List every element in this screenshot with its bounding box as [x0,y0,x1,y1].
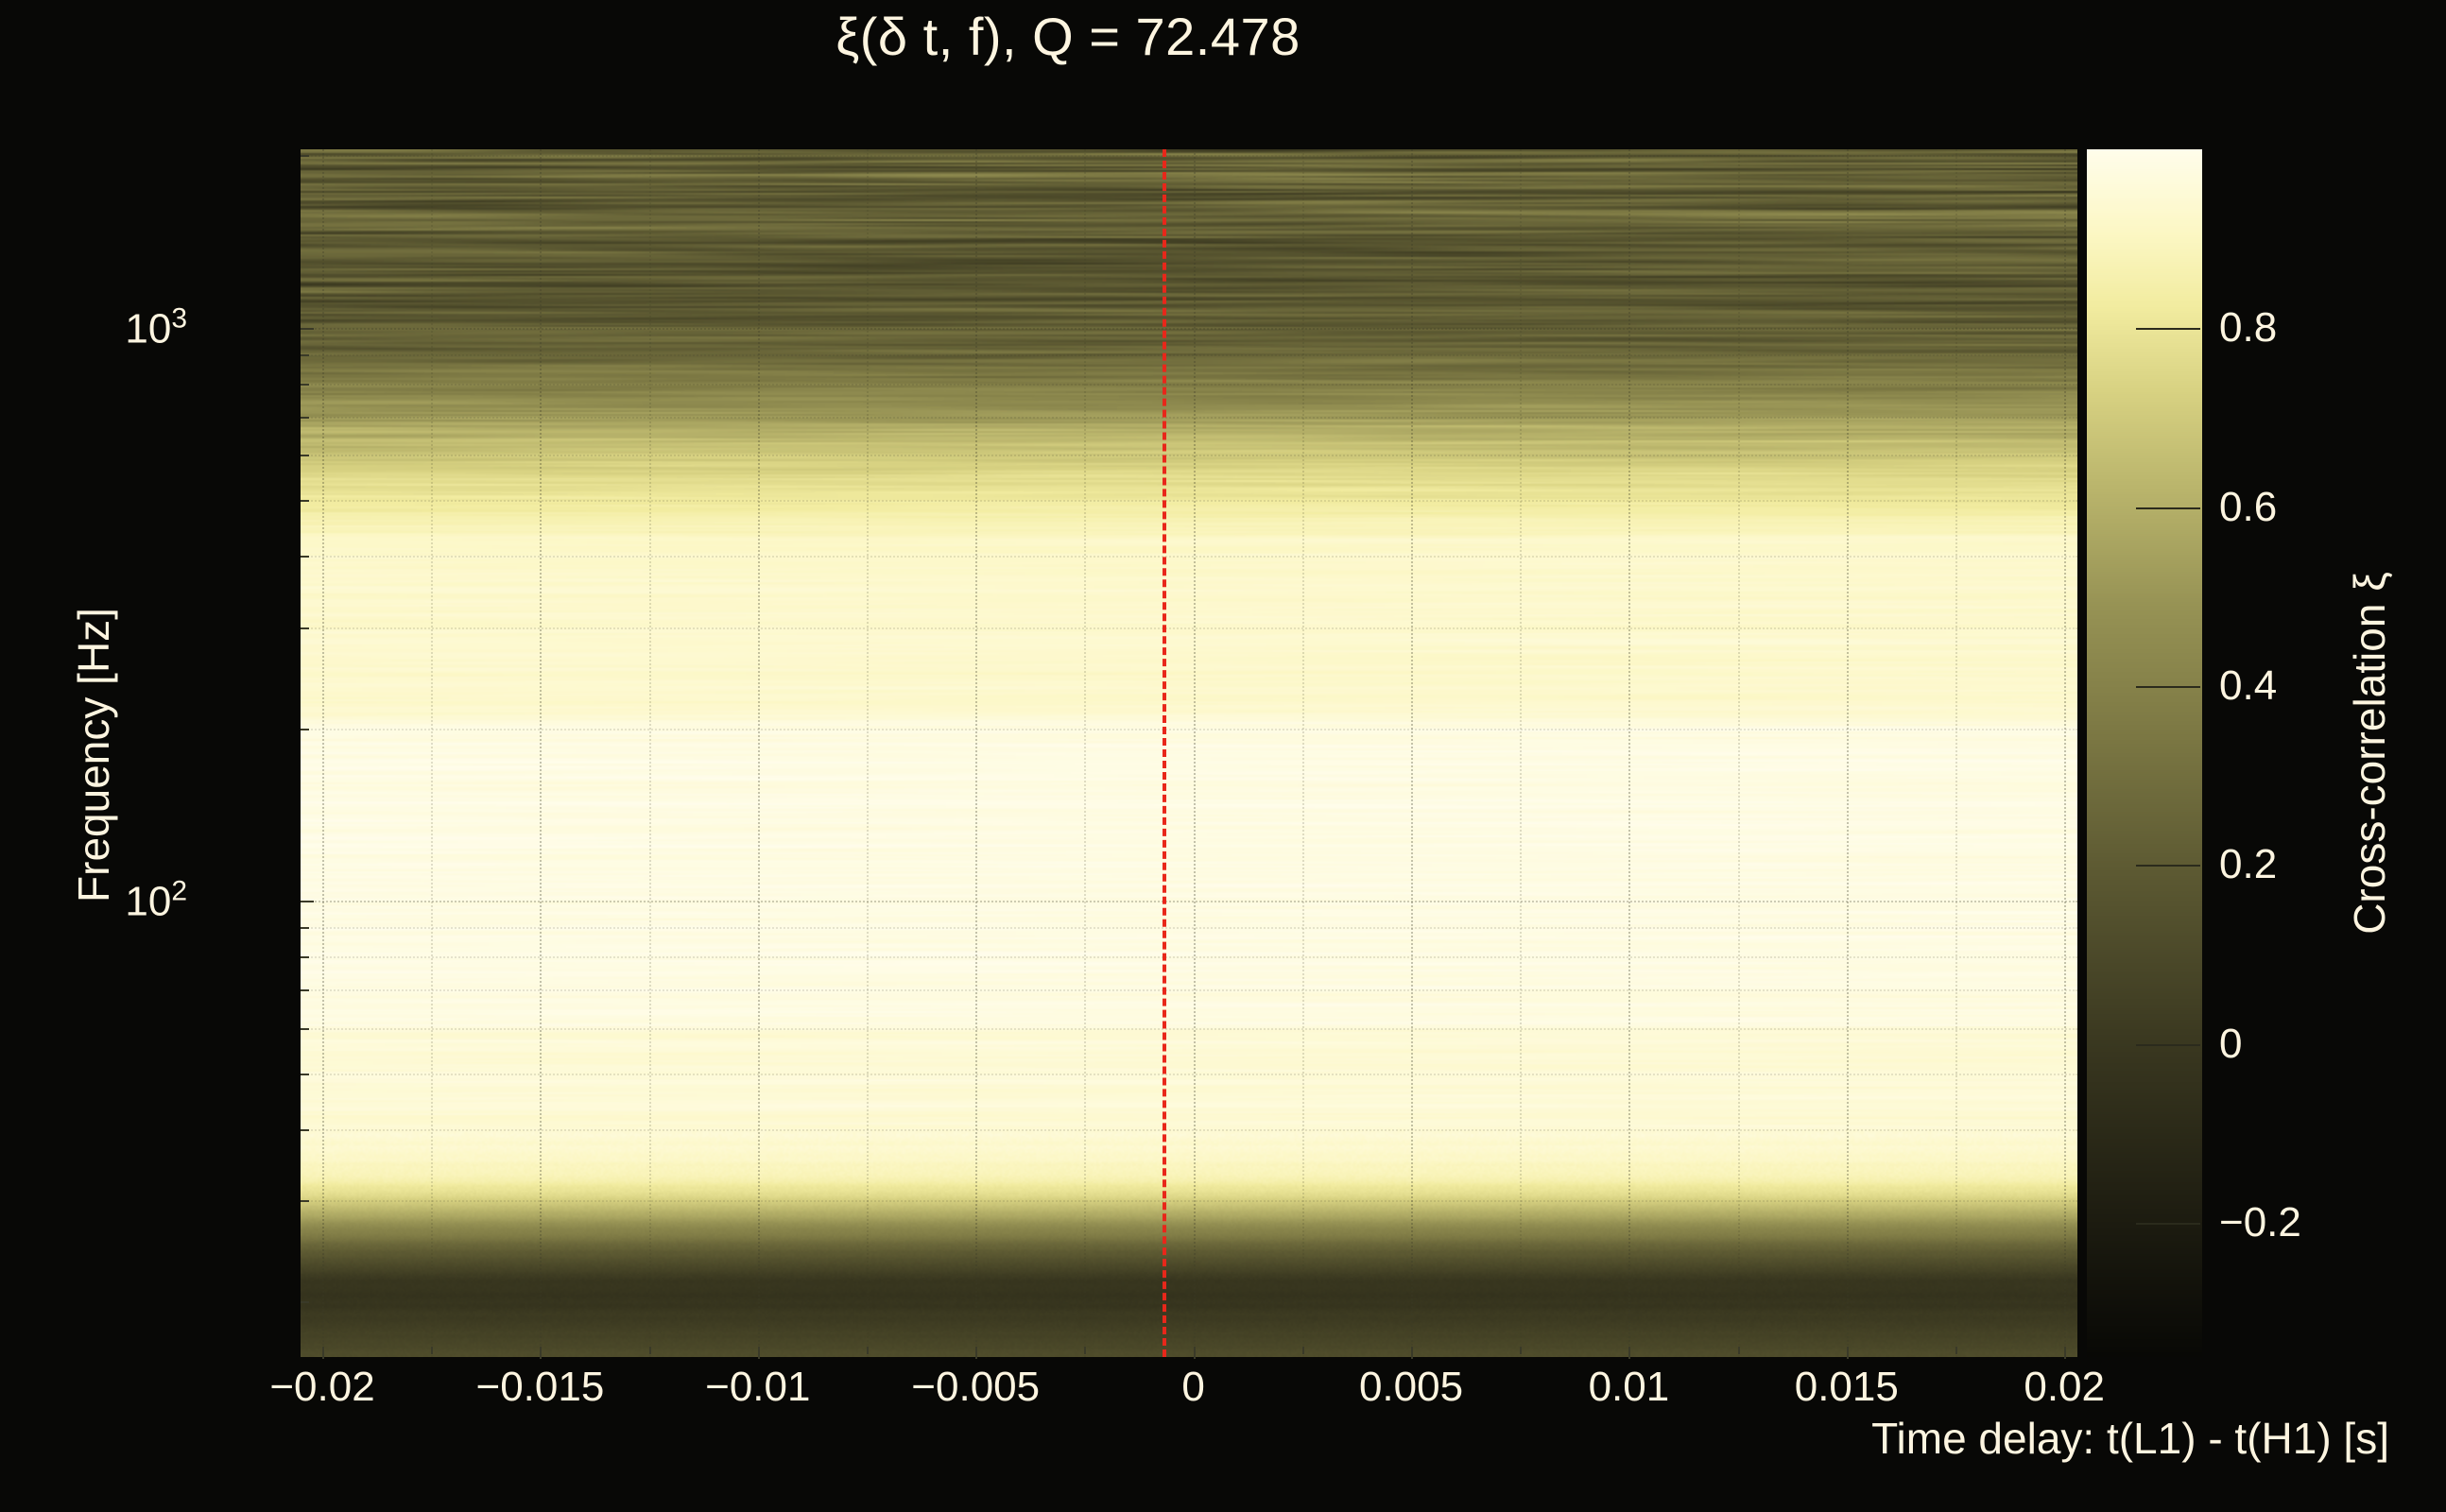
colorbar-tick [2136,1043,2200,1046]
colorbar-tick-label: 0.2 [2219,841,2278,888]
x-tick-label: −0.01 [705,1364,811,1410]
y-tick-minor [301,927,309,930]
x-tick-major [975,1347,978,1359]
y-tick-minor [301,1073,309,1075]
y-tick-major [301,901,314,903]
y-tick-minor [301,353,309,356]
x-tick-label: −0.02 [269,1364,375,1410]
y-tick-minor [301,728,309,730]
y-tick-minor [301,1128,309,1131]
y-tick-mantissa: 10 [125,878,172,925]
y-tick-minor [301,455,309,457]
y-tick-minor [301,556,309,558]
y-tick-minor [301,627,309,629]
y-tick-minor [301,155,309,158]
x-tick-minor [1084,1347,1087,1354]
x-tick-label: 0.005 [1358,1364,1464,1410]
y-tick-minor [301,989,309,992]
x-tick-major [757,1347,760,1359]
colorbar-tick-label: 0.8 [2219,304,2278,352]
colorbar-tick-label: 0 [2219,1020,2243,1067]
x-tick-major [1628,1347,1631,1359]
x-tick-major [1411,1347,1413,1359]
y-tick-exponent: 3 [171,302,187,335]
x-tick-label: 0.015 [1794,1364,1899,1410]
y-axis-label: Frequency [Hz] [69,608,118,902]
x-tick-major [1193,1347,1196,1359]
colorbar-tick [2136,328,2200,331]
x-tick-major [1846,1347,1849,1359]
y-tick-label: 102 [125,876,187,926]
x-tick-label: −0.005 [911,1364,1041,1410]
y-tick-major [301,327,314,330]
x-axis-label: Time delay: t(L1) - t(H1) [s] [1871,1414,2389,1463]
x-tick-minor [648,1347,651,1354]
x-tick-label: 0.01 [1588,1364,1670,1410]
colorbar-tick [2136,1223,2200,1225]
y-tick-label: 103 [125,302,187,352]
y-tick-minor [301,1301,309,1304]
x-tick-minor [1301,1347,1304,1354]
y-tick-minor [301,1027,309,1030]
colorbar-gradient[interactable] [2087,149,2202,1357]
colorbar-tick-label: −0.2 [2219,1199,2301,1246]
colorbar-tick [2136,686,2200,688]
y-tick-minor [301,956,309,959]
y-tick-minor [301,383,309,386]
x-tick-label: 0 [1181,1364,1205,1410]
x-tick-minor [431,1347,434,1354]
heatmap-image [301,149,2077,1357]
x-tick-minor [1520,1347,1523,1354]
x-tick-label: −0.015 [475,1364,605,1410]
x-tick-minor [1737,1347,1740,1354]
x-tick-major [322,1347,325,1359]
y-tick-minor [301,1200,309,1203]
y-tick-exponent: 2 [171,875,187,907]
x-tick-minor [867,1347,870,1354]
peak-time-delay-line [1163,149,1167,1357]
colorbar-tick-label: 0.6 [2219,483,2278,530]
y-tick-minor [301,416,309,419]
plot-title: ξ(δ t, f), Q = 72.478 [835,7,1301,66]
colorbar-tick-label: 0.4 [2219,662,2278,709]
y-tick-minor [301,500,309,503]
colorbar-tick [2136,865,2200,868]
x-tick-major [540,1347,543,1359]
x-tick-label: 0.02 [2024,1364,2105,1410]
heatmap-plot-area[interactable] [301,149,2077,1357]
y-tick-mantissa: 10 [125,305,172,352]
colorbar-label: Cross-correlation ξ [2345,572,2394,935]
x-tick-major [2064,1347,2067,1359]
colorbar-tick [2136,507,2200,509]
x-tick-minor [1955,1347,1957,1354]
